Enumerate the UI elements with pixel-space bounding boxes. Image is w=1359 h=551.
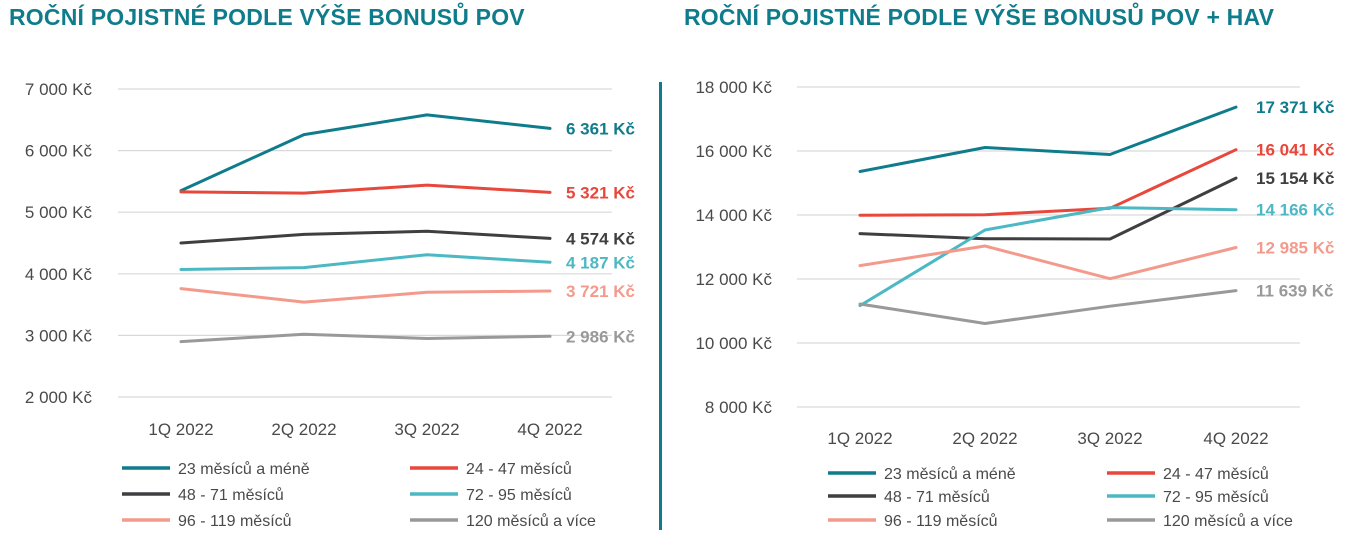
y-tick-label: 7 000 Kč [25, 80, 93, 99]
legend-label: 96 - 119 měsíců [884, 512, 998, 530]
y-tick-label: 5 000 Kč [25, 203, 93, 222]
legend-label: 24 - 47 měsíců [466, 460, 572, 478]
data-label: 5 321 Kč [566, 183, 635, 202]
data-label: 12 985 Kč [1256, 238, 1334, 257]
x-tick-label: 1Q 2022 [148, 420, 213, 439]
x-tick-label: 2Q 2022 [952, 429, 1017, 448]
y-tick-label: 4 000 Kč [25, 265, 93, 284]
y-tick-label: 18 000 Kč [695, 78, 772, 97]
data-label: 15 154 Kč [1256, 169, 1334, 188]
legend-label: 48 - 71 měsíců [884, 488, 990, 506]
legend-label: 72 - 95 měsíců [466, 486, 572, 504]
chart-divider [659, 82, 662, 530]
series-line [858, 105, 1238, 173]
legend-label: 96 - 119 měsíců [178, 512, 292, 530]
series-line [858, 206, 1238, 308]
data-label: 3 721 Kč [566, 282, 635, 301]
series-line [858, 148, 1238, 217]
x-tick-label: 4Q 2022 [1203, 429, 1268, 448]
y-tick-label: 16 000 Kč [695, 142, 772, 161]
series-line [858, 289, 1238, 325]
y-tick-label: 14 000 Kč [695, 206, 772, 225]
x-tick-label: 3Q 2022 [1077, 429, 1142, 448]
legend-label: 120 měsíců a více [1163, 512, 1293, 530]
y-tick-label: 6 000 Kč [25, 142, 93, 161]
y-tick-label: 8 000 Kč [705, 398, 773, 417]
data-label: 4 574 Kč [566, 229, 635, 248]
y-tick-label: 12 000 Kč [695, 270, 772, 289]
series-line [179, 183, 552, 195]
chart-title-pov: ROČNÍ POJISTNÉ PODLE VÝŠE BONUSŮ POV [9, 4, 525, 30]
x-tick-label: 2Q 2022 [271, 420, 336, 439]
series-line [858, 244, 1238, 281]
series-line [179, 229, 552, 245]
y-tick-label: 2 000 Kč [25, 388, 93, 407]
chart-title-pov-hav: ROČNÍ POJISTNÉ PODLE VÝŠE BONUSŮ POV + H… [684, 4, 1275, 30]
series-line [179, 287, 552, 304]
data-label: 14 166 Kč [1256, 201, 1334, 220]
series-line [179, 332, 552, 344]
data-label: 16 041 Kč [1256, 141, 1334, 160]
data-label: 2 986 Kč [566, 327, 635, 346]
legend-label: 120 měsíců a více [466, 512, 596, 530]
x-tick-label: 3Q 2022 [394, 420, 459, 439]
data-label: 17 371 Kč [1256, 98, 1334, 117]
series-line [179, 113, 552, 193]
data-label: 6 361 Kč [566, 119, 635, 138]
legend-label: 72 - 95 měsíců [1163, 488, 1269, 506]
legend-label: 23 měsíců a méně [884, 465, 1016, 483]
y-tick-label: 10 000 Kč [695, 334, 772, 353]
y-tick-label: 3 000 Kč [25, 326, 93, 345]
legend-label: 24 - 47 měsíců [1163, 465, 1269, 483]
series-line [179, 253, 552, 271]
x-tick-label: 4Q 2022 [517, 420, 582, 439]
x-tick-label: 1Q 2022 [827, 429, 892, 448]
data-label: 4 187 Kč [566, 253, 635, 272]
data-label: 11 639 Kč [1256, 282, 1334, 301]
legend-label: 23 měsíců a méně [178, 460, 310, 478]
legend-label: 48 - 71 měsíců [178, 486, 284, 504]
